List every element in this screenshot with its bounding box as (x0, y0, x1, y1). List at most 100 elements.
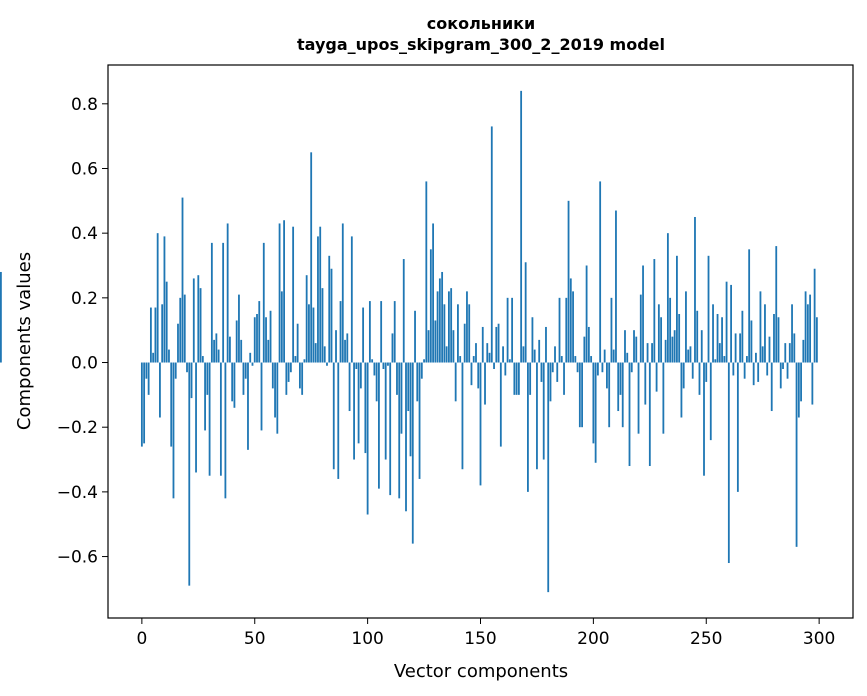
bar (730, 284, 732, 363)
bar (147, 362, 150, 395)
bar (635, 336, 638, 363)
bar (680, 362, 683, 418)
bar (450, 288, 453, 363)
bar (174, 362, 177, 379)
bar (201, 356, 204, 363)
bar (732, 362, 735, 376)
bar (323, 346, 326, 363)
chart-subtitle: tayga_upos_skipgram_300_2_2019 model (297, 35, 665, 54)
bar (416, 362, 419, 402)
bar (274, 362, 276, 418)
plot-frame (107, 64, 854, 619)
chart-title: сокольники (427, 14, 536, 33)
x-tick-label: 300 (803, 629, 835, 649)
bar (341, 223, 344, 363)
bar (238, 294, 240, 363)
bar (698, 362, 701, 395)
bar (709, 362, 712, 441)
bar (206, 362, 209, 395)
bar (267, 339, 270, 363)
bar (736, 362, 739, 492)
bar (477, 362, 480, 389)
bar (479, 362, 482, 486)
y-tick-label: 0.6 (71, 159, 98, 179)
bar (608, 362, 611, 428)
bar (777, 317, 780, 363)
bar (748, 249, 751, 363)
bar (140, 362, 143, 447)
bar (375, 362, 378, 402)
bar (303, 359, 306, 363)
bar (766, 362, 769, 376)
y-tick-label: −0.6 (57, 548, 98, 568)
bar (504, 362, 507, 376)
x-tick-label: 0 (136, 629, 147, 649)
bar (619, 362, 622, 395)
bar (276, 362, 279, 434)
bar (779, 362, 782, 389)
bar (384, 362, 387, 460)
bar (265, 317, 267, 363)
bar (612, 349, 615, 363)
bar (466, 291, 468, 363)
y-tick-label: 0.8 (71, 95, 98, 115)
bar (396, 362, 398, 395)
bar (773, 314, 775, 363)
bar (409, 362, 412, 457)
bar (258, 301, 261, 363)
bar (289, 362, 292, 373)
bar (152, 352, 155, 363)
bar (727, 362, 730, 564)
bar (251, 362, 254, 366)
bar (723, 356, 726, 363)
y-tick-label: −0.2 (57, 418, 98, 438)
x-tick-label: 250 (690, 629, 722, 649)
bar (615, 210, 617, 363)
bar (229, 336, 231, 363)
bar (682, 362, 685, 389)
bars (0, 90, 818, 593)
bar (770, 362, 773, 412)
bar (590, 356, 593, 363)
bar (617, 362, 620, 412)
bar (213, 339, 216, 363)
bar (802, 339, 805, 363)
bar (761, 346, 764, 363)
bar (429, 249, 432, 363)
y-tick-label: 0.4 (71, 224, 98, 244)
bar (143, 362, 146, 444)
bar (271, 362, 274, 389)
bar (481, 326, 484, 363)
bar (502, 346, 504, 363)
bar (651, 343, 653, 363)
bar (461, 362, 464, 470)
bar (402, 259, 405, 363)
bar (691, 362, 694, 379)
bar (490, 126, 493, 363)
bar (219, 362, 222, 476)
bar (308, 304, 310, 363)
bar (596, 362, 599, 376)
bar (183, 294, 186, 363)
bar (371, 359, 374, 363)
bar (197, 275, 200, 363)
y-tick-label: 0.2 (71, 289, 98, 309)
bar (472, 356, 475, 363)
bar (696, 310, 699, 363)
bar (666, 233, 669, 363)
bar (411, 362, 414, 544)
bar (217, 349, 220, 363)
bar (159, 362, 161, 418)
bar (364, 362, 367, 454)
bar (572, 291, 574, 363)
bar (524, 262, 527, 363)
bar (240, 339, 243, 363)
bar (739, 333, 742, 363)
bar (592, 362, 595, 444)
bar (639, 294, 642, 363)
bar (326, 362, 328, 366)
bar (373, 362, 376, 376)
bar (168, 349, 170, 363)
bar (319, 226, 322, 363)
